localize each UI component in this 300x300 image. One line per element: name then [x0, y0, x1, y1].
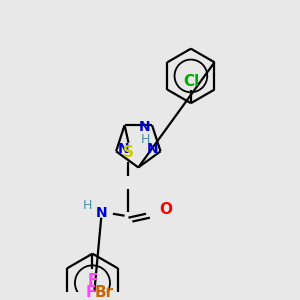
Text: F: F: [87, 273, 98, 288]
Text: H: H: [83, 199, 92, 212]
Text: S: S: [123, 145, 134, 160]
Text: N: N: [118, 142, 130, 156]
Text: O: O: [159, 202, 172, 217]
Text: N: N: [147, 142, 159, 156]
Text: N: N: [139, 120, 150, 134]
Text: Cl: Cl: [183, 74, 199, 89]
Text: F: F: [85, 285, 96, 300]
Text: N: N: [95, 206, 107, 220]
Text: H: H: [140, 133, 150, 146]
Text: Br: Br: [94, 285, 114, 300]
